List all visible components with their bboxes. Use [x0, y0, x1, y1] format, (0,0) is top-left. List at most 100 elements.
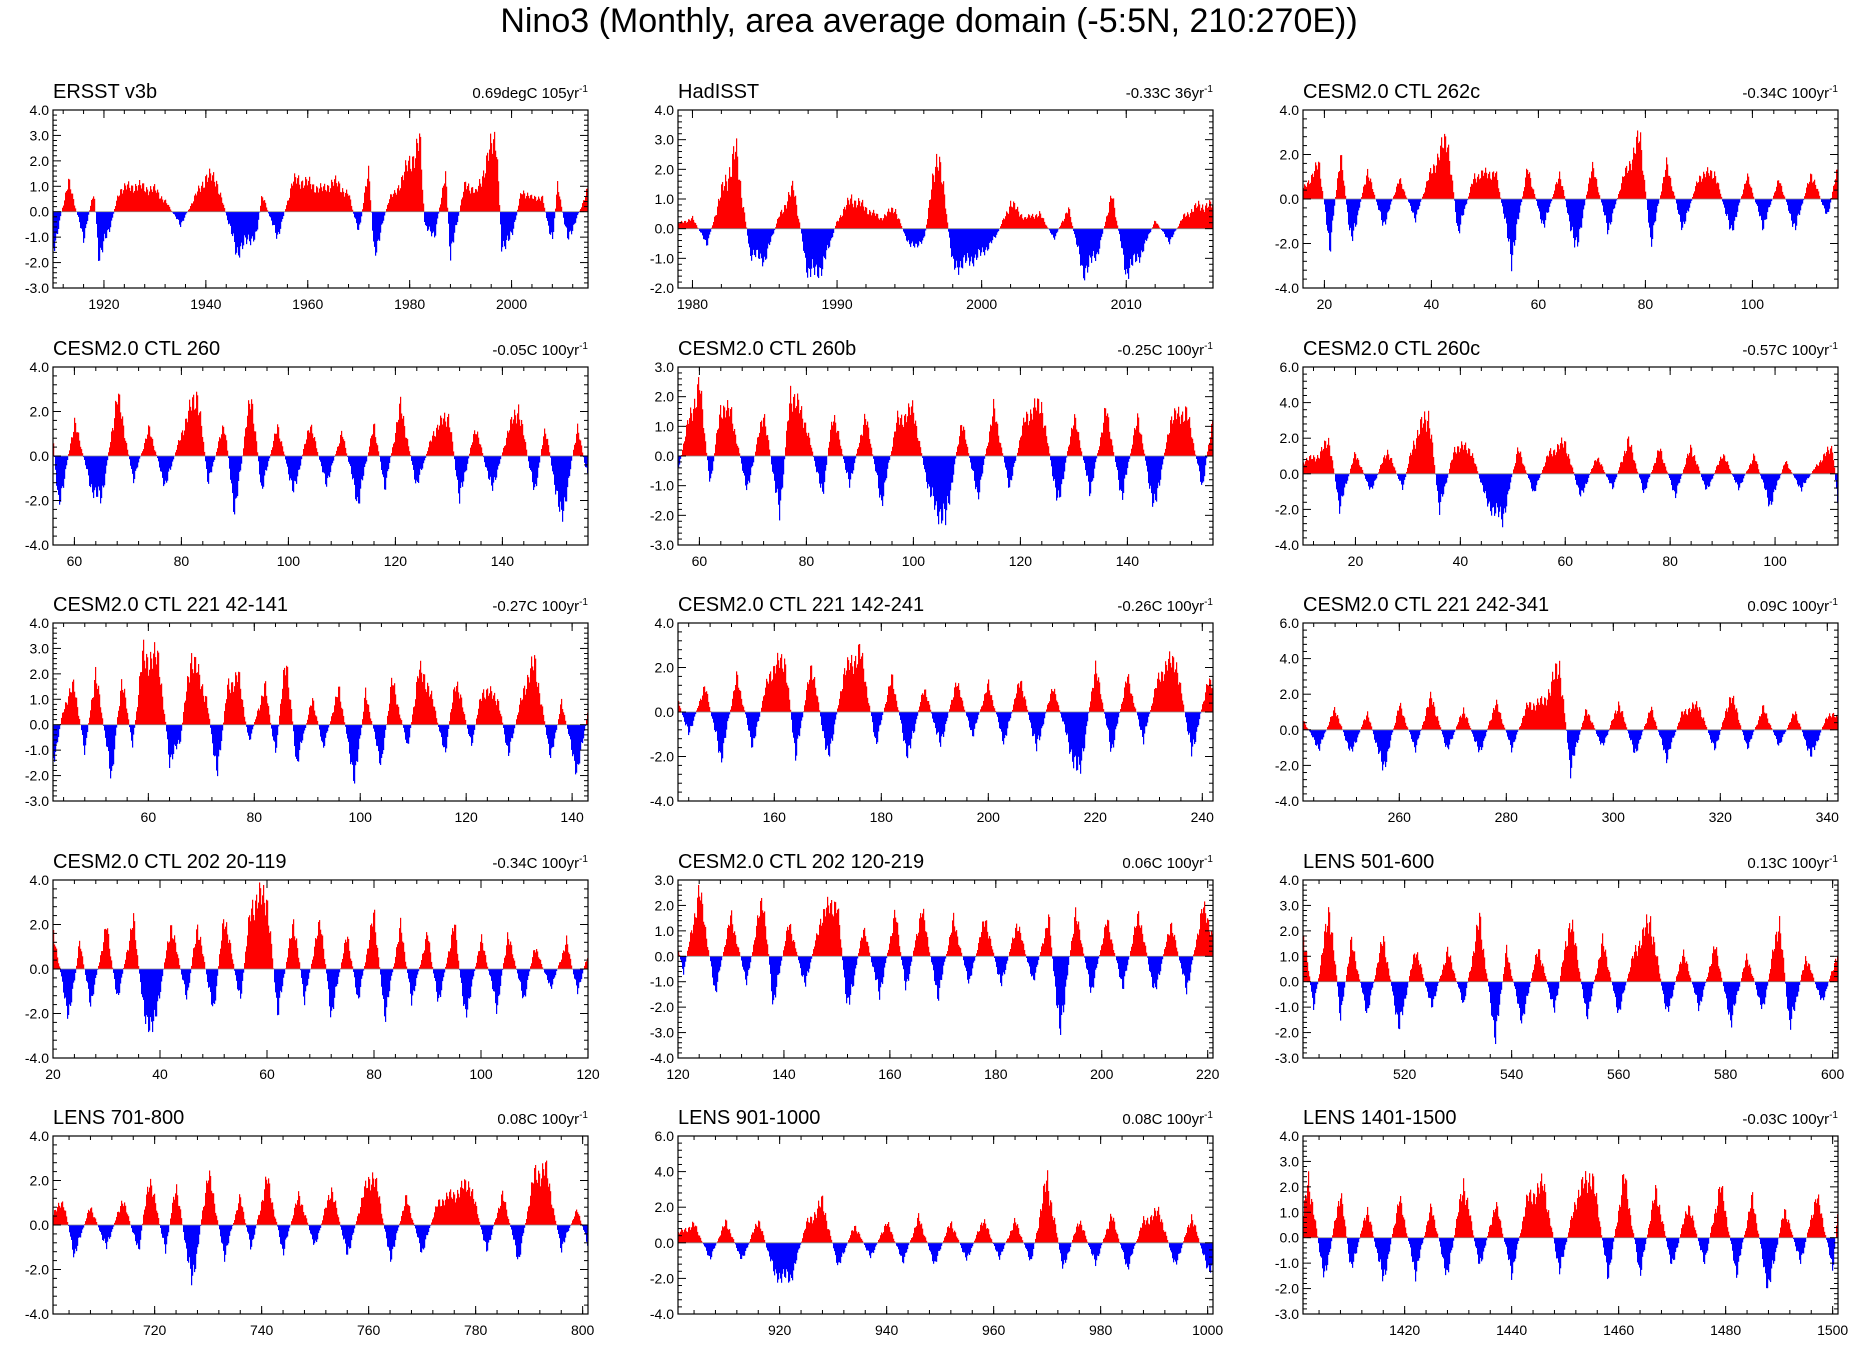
data-bar [421, 169, 423, 212]
data-bar [1801, 473, 1803, 492]
data-bar [426, 692, 428, 725]
data-bar [1175, 410, 1177, 456]
data-bar [1411, 199, 1413, 211]
data-bar [216, 180, 218, 212]
data-bar [243, 211, 245, 246]
data-bar [1535, 197, 1537, 199]
data-bar [1155, 456, 1157, 501]
data-bar [297, 178, 299, 212]
data-bar [1733, 199, 1735, 231]
data-bar [1144, 228, 1146, 244]
data-bar [969, 456, 971, 458]
data-bar [1737, 473, 1739, 485]
data-bar [823, 712, 825, 732]
data-bar [1041, 217, 1043, 229]
data-bar [407, 439, 409, 456]
data-bar [1588, 183, 1590, 199]
data-bar [799, 413, 801, 456]
data-bar [266, 207, 268, 212]
data-bar [167, 724, 169, 740]
data-bar [1603, 470, 1605, 474]
data-bar [572, 724, 574, 757]
data-bar [175, 724, 177, 746]
data-bar [932, 712, 934, 719]
data-bar [81, 211, 83, 229]
data-bar [381, 211, 383, 225]
data-bar [797, 215, 799, 229]
data-bar [1072, 429, 1074, 456]
data-bar [557, 181, 559, 212]
data-bar [1065, 213, 1067, 229]
data-bar [67, 704, 69, 725]
data-bar [379, 211, 381, 241]
data-bar [206, 174, 208, 212]
data-bar [1567, 199, 1569, 214]
data-bar [1387, 199, 1389, 213]
data-bar [550, 456, 552, 458]
data-bar [483, 170, 485, 212]
data-bar [869, 438, 871, 456]
data-bar [1181, 220, 1183, 229]
data-bar [353, 211, 355, 214]
data-bar [313, 184, 315, 212]
data-bar [538, 196, 540, 212]
data-bar [213, 172, 215, 212]
data-bar [1330, 199, 1332, 252]
data-bar [170, 724, 172, 758]
data-bar [363, 711, 365, 725]
data-bar [1183, 422, 1185, 456]
data-bar [333, 185, 335, 212]
data-bar [399, 403, 401, 456]
data-bar [1402, 473, 1404, 491]
data-bar [504, 211, 506, 247]
data-bar [458, 211, 460, 216]
data-bar [1331, 199, 1333, 233]
data-bar [1447, 147, 1449, 199]
data-bar [435, 436, 437, 456]
data-bar [859, 643, 861, 712]
data-bar [206, 696, 208, 725]
data-bar [204, 451, 206, 456]
data-bar [1602, 466, 1604, 474]
data-bar [756, 712, 758, 727]
data-bar [164, 200, 166, 212]
data-bar [1111, 439, 1113, 456]
data-bar [1744, 183, 1746, 199]
data-bar [1007, 212, 1009, 229]
data-bar [65, 456, 67, 470]
data-bar [460, 694, 462, 725]
data-bar [974, 228, 976, 258]
data-bar [492, 456, 494, 491]
data-bar [157, 189, 159, 212]
data-bar [868, 427, 870, 456]
data-bar [794, 196, 796, 229]
data-bar [319, 188, 321, 212]
data-bar [953, 456, 955, 475]
data-bar [1349, 199, 1351, 231]
data-bar [704, 686, 706, 712]
data-bar [203, 441, 205, 456]
data-bar [1663, 177, 1665, 199]
data-bar [210, 456, 212, 473]
data-bar [67, 189, 69, 212]
data-bar [1050, 228, 1052, 233]
data-bar [1134, 428, 1136, 456]
data-bar [235, 456, 237, 499]
data-bar [1652, 469, 1654, 474]
data-bar [1049, 453, 1051, 456]
data-bar [522, 194, 524, 212]
data-bar [59, 211, 61, 221]
data-bar [750, 712, 752, 737]
data-bar [833, 712, 835, 735]
data-bar [1525, 470, 1527, 474]
data-bar [131, 456, 133, 470]
data-bar [131, 724, 133, 741]
data-bar [1519, 453, 1521, 474]
data-bar [1403, 473, 1405, 485]
data-bar [1181, 414, 1183, 456]
data-bar [1428, 410, 1430, 474]
data-bar [316, 186, 318, 212]
data-bar [385, 456, 387, 490]
data-bar [1492, 473, 1494, 508]
data-bar [1112, 198, 1114, 229]
